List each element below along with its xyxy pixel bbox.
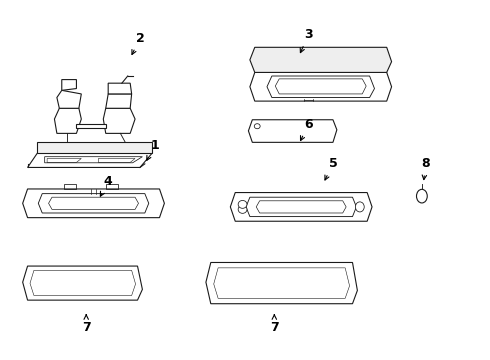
Polygon shape xyxy=(106,94,132,108)
Text: 8: 8 xyxy=(421,157,430,180)
Polygon shape xyxy=(103,108,135,134)
Text: 7: 7 xyxy=(82,315,91,333)
Polygon shape xyxy=(57,90,81,108)
Polygon shape xyxy=(230,193,372,221)
Text: 2: 2 xyxy=(132,32,145,54)
Ellipse shape xyxy=(238,206,247,213)
Ellipse shape xyxy=(254,124,260,129)
Polygon shape xyxy=(108,83,132,94)
Text: 5: 5 xyxy=(325,157,337,180)
Polygon shape xyxy=(27,153,152,167)
Text: 1: 1 xyxy=(147,139,159,160)
Text: 7: 7 xyxy=(270,315,279,333)
Ellipse shape xyxy=(355,202,364,212)
Polygon shape xyxy=(248,120,337,142)
Ellipse shape xyxy=(238,201,247,208)
Text: 3: 3 xyxy=(300,28,313,53)
Polygon shape xyxy=(54,108,81,134)
Polygon shape xyxy=(76,125,106,128)
Polygon shape xyxy=(23,266,143,300)
Polygon shape xyxy=(250,72,392,101)
Polygon shape xyxy=(250,47,392,72)
Polygon shape xyxy=(206,262,357,304)
Text: 6: 6 xyxy=(300,118,313,140)
Polygon shape xyxy=(37,142,152,153)
Polygon shape xyxy=(23,189,164,218)
Polygon shape xyxy=(62,80,76,90)
Ellipse shape xyxy=(416,189,427,203)
Text: 4: 4 xyxy=(100,175,113,196)
